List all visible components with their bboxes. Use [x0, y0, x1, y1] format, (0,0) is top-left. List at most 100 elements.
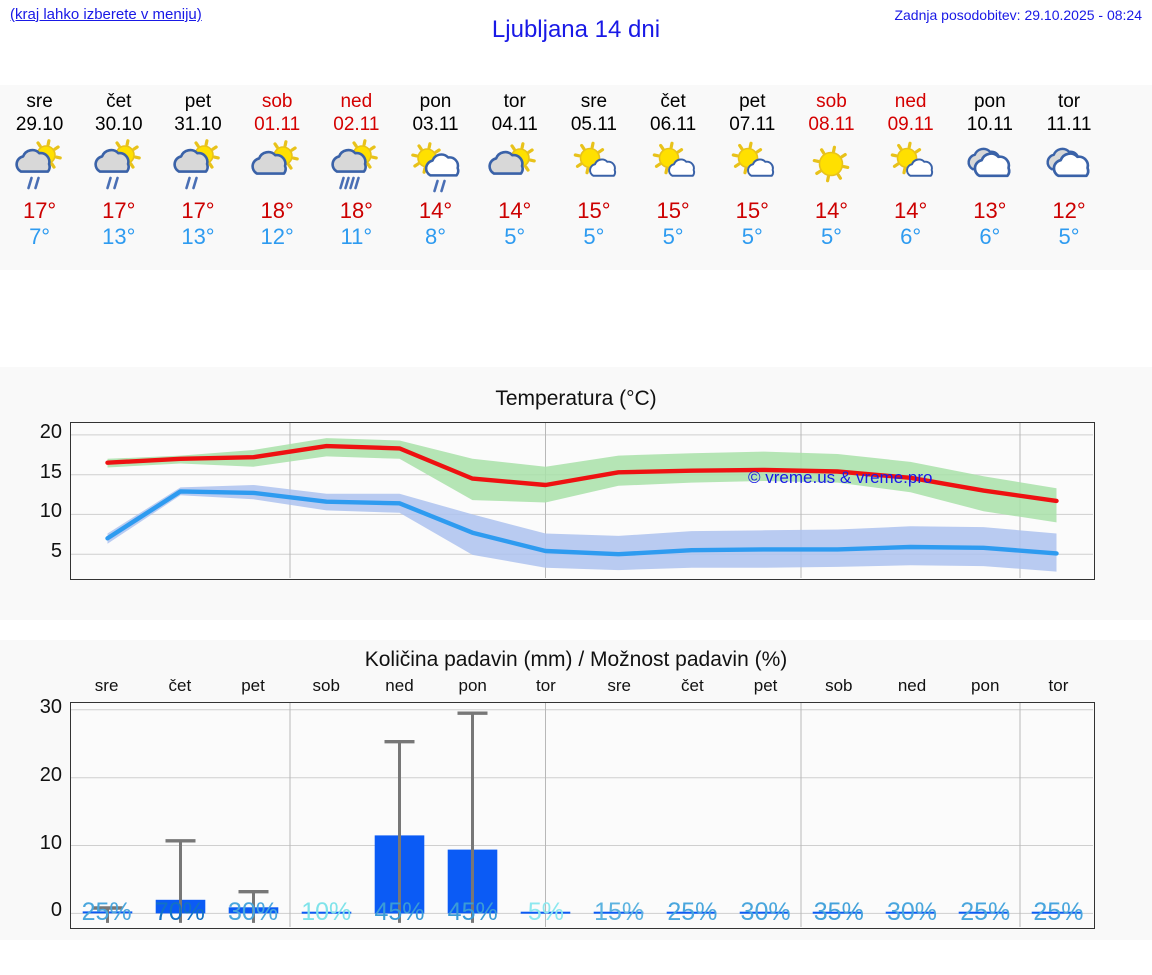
precipitation-probability-value: 25%	[667, 898, 718, 926]
day-min-temperature: 13°	[181, 224, 215, 249]
day-date-label: 02.11	[333, 114, 380, 135]
day-date-label: 11.11	[1046, 114, 1092, 135]
day-max-temperature: 15°	[735, 198, 769, 223]
day-of-week-label: pet	[739, 91, 766, 112]
forecast-day-column[interactable]: ned 02.11 18° 11°	[317, 85, 396, 270]
precipitation-chart-title: Količina padavin (mm) / Možnost padavin …	[364, 648, 788, 671]
forecast-day-column[interactable]: pet 07.11 15° 5°	[713, 85, 792, 270]
day-max-temperature: 17°	[181, 198, 215, 223]
precipitation-probability-value: 15%	[594, 898, 645, 926]
precipitation-probability-value: 30%	[886, 898, 938, 926]
day-of-week-label: sre	[580, 91, 608, 112]
precipitation-day-labels: sre čet pet sob ned pon tor sre čet pet sob ned pon t…	[70, 676, 1095, 698]
day-date-label: 06.11	[650, 114, 697, 135]
day-date-label: 31.10	[174, 114, 222, 135]
sun-cloud-rain-icon	[170, 138, 226, 196]
forecast-day-column[interactable]: ned 09.11 14° 6°	[871, 85, 950, 270]
day-min-temperature: 8°	[425, 224, 447, 249]
day-min-temperature: 12°	[260, 224, 294, 249]
forecast-day-column[interactable]: sre 05.11 15° 5°	[554, 85, 633, 270]
precipitation-day-label: čet	[681, 676, 704, 695]
page-title: Ljubljana 14 dni	[491, 16, 661, 43]
precipitation-day-label: ned	[385, 676, 414, 695]
day-max-temperature: 18°	[260, 198, 294, 223]
precipitation-day-label: čet	[168, 676, 192, 695]
precipitation-probability-value: 25%	[960, 898, 1011, 926]
day-of-week-label: pon	[973, 91, 1006, 112]
temperature-y-tick-label: 10	[39, 500, 62, 523]
day-of-week-label: ned	[894, 91, 927, 112]
day-of-week-label: sob	[816, 91, 847, 112]
forecast-day-column[interactable]: tor 11.11 12° 5°	[1029, 85, 1108, 270]
precipitation-probability-value: 5%	[527, 898, 564, 926]
day-max-temperature: 14°	[418, 198, 453, 223]
day-date-label: 10.11	[966, 114, 1013, 135]
sun-small-cloud-icon	[645, 138, 701, 196]
precipitation-day-label: sre	[607, 676, 631, 695]
precipitation-probability-row: 25% 70% 30% 10% 45% 45% 5% 15% 25% 30% 35% 30% 25% 25…	[70, 898, 1095, 934]
day-date-label: 04.11	[491, 114, 538, 135]
day-max-temperature: 12°	[1052, 198, 1086, 223]
temperature-plot-area	[70, 422, 1095, 580]
precipitation-chart-section: Količina padavin (mm) / Možnost padavin …	[0, 640, 1152, 940]
temperature-y-tick-label: 20	[39, 420, 62, 443]
sun-small-cloud-icon	[883, 138, 939, 196]
cloud-sun-grey-icon	[487, 138, 543, 196]
forecast-day-column[interactable]: čet 30.10 17° 13°	[79, 85, 158, 270]
forecast-day-column[interactable]: sre 29.10 17° 7°	[0, 85, 79, 270]
day-max-temperature: 15°	[577, 198, 611, 223]
temperature-y-tick-label: 15	[39, 460, 62, 483]
menu-hint-link[interactable]: (kraj lahko izberete v meniju)	[10, 6, 202, 23]
copyright-label: © vreme.us & vreme.pro	[748, 468, 933, 487]
last-updated-label: Zadnja posodobitev: 29.10.2025 - 08:24	[894, 7, 1142, 23]
sun-left-cloud-rain-icon	[408, 138, 464, 196]
sun-cloud-rain-icon	[91, 138, 147, 196]
forecast-day-column[interactable]: pon 03.11 14° 8°	[396, 85, 475, 270]
day-date-label: 09.11	[887, 114, 934, 135]
day-of-week-label: čet	[106, 91, 132, 112]
day-of-week-label: ned	[340, 91, 373, 112]
precipitation-probability-value: 70%	[154, 898, 205, 926]
precipitation-day-label: ned	[897, 676, 927, 695]
precipitation-day-label: sre	[94, 676, 119, 695]
day-max-temperature: 14°	[498, 198, 532, 223]
sun-cloud-icon	[249, 138, 305, 196]
day-min-temperature: 6°	[900, 224, 922, 249]
precipitation-day-label: pet	[753, 676, 778, 695]
precipitation-y-tick-label: 30	[39, 695, 62, 718]
forecast-day-column[interactable]: čet 06.11 15° 5°	[634, 85, 713, 270]
day-max-temperature: 14°	[894, 198, 928, 223]
temperature-y-tick-label: 5	[50, 540, 62, 563]
day-min-temperature: 5°	[504, 224, 526, 249]
day-max-temperature: 17°	[102, 198, 136, 223]
day-date-label: 03.11	[412, 114, 459, 135]
day-of-week-label: pet	[184, 91, 212, 112]
day-date-label: 05.11	[570, 114, 617, 135]
forecast-day-column[interactable]: pet 31.10 17° 13°	[158, 85, 237, 270]
day-date-label: 07.11	[729, 114, 776, 135]
precipitation-day-label: pon	[971, 676, 1000, 695]
sun-icon	[803, 138, 859, 196]
sun-cloud-rain-icon	[12, 138, 68, 196]
precipitation-probability-value: 30%	[740, 898, 791, 926]
precipitation-day-label: tor	[536, 676, 556, 695]
day-of-week-label: tor	[503, 91, 526, 112]
precipitation-probability-value: 45%	[374, 898, 425, 926]
day-date-label: 08.11	[808, 114, 855, 135]
precipitation-y-tick-label: 10	[39, 831, 62, 854]
day-min-temperature: 7°	[29, 224, 51, 249]
forecast-day-column[interactable]: tor 04.11 14° 5°	[475, 85, 554, 270]
day-max-temperature: 14°	[814, 198, 849, 223]
forecast-day-column[interactable]: sob 01.11 18° 12°	[238, 85, 317, 270]
day-min-temperature: 5°	[583, 224, 605, 249]
sun-cloud-heavy-rain-icon	[328, 138, 384, 196]
day-max-temperature: 17°	[22, 198, 57, 223]
forecast-day-column[interactable]: sob 08.11 14° 5°	[792, 85, 871, 270]
precipitation-probability-value: 35%	[813, 898, 864, 926]
temperature-chart-title: Temperatura (°C)	[495, 387, 657, 410]
page-header: (kraj lahko izberete v meniju) Ljubljana…	[0, 0, 1152, 48]
forecast-day-column[interactable]: pon 10.11 13° 6°	[950, 85, 1029, 270]
day-max-temperature: 18°	[339, 198, 373, 223]
precipitation-day-label: pet	[241, 676, 265, 695]
precipitation-probability-value: 45%	[447, 898, 498, 926]
